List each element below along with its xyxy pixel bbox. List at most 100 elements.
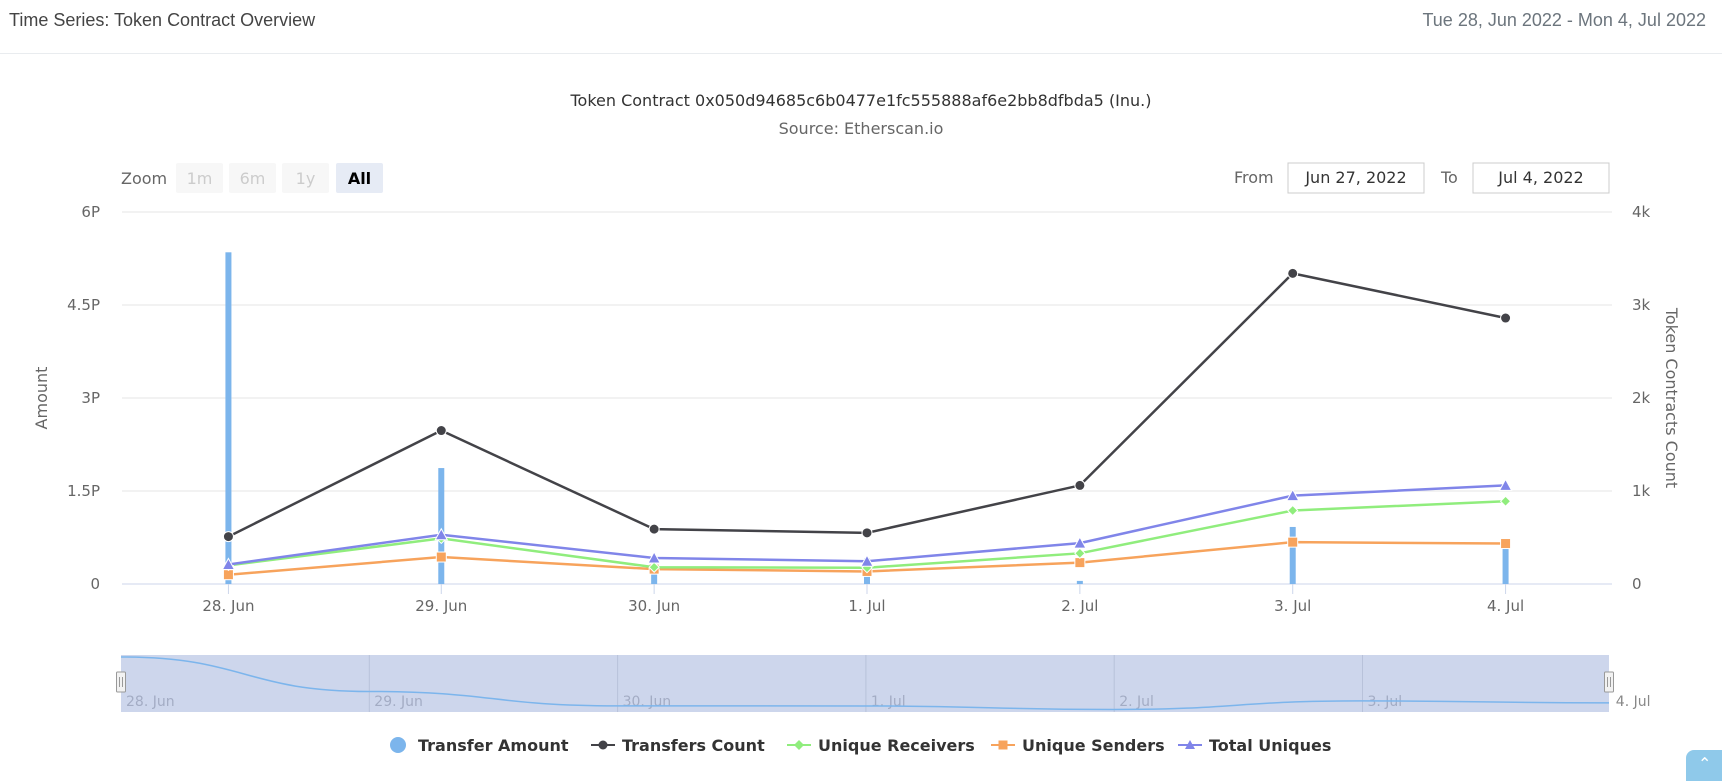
range-from-value: Jun 27, 2022 xyxy=(1304,168,1406,187)
legend-label: Total Uniques xyxy=(1209,736,1331,755)
bar-transfer-amount xyxy=(438,468,445,584)
chevron-up-icon: ⌃ xyxy=(1698,754,1712,773)
point-transfers-count xyxy=(222,531,234,543)
y-right-tick-label: 1k xyxy=(1632,482,1651,500)
legend-marker xyxy=(598,740,608,750)
point-transfers-count xyxy=(1287,267,1299,279)
point-total-uniques xyxy=(434,527,449,541)
point-transfers-count xyxy=(648,523,660,535)
x-tick-label: 4. Jul xyxy=(1487,597,1524,615)
zoom-button-bg[interactable] xyxy=(229,163,276,193)
navigator-handle-body[interactable] xyxy=(116,671,126,693)
y-right-tick-label: 3k xyxy=(1632,296,1651,314)
legend-item-unique-receivers[interactable]: Unique Receivers xyxy=(787,736,975,755)
point-unique-senders xyxy=(1074,557,1086,569)
point-transfers-count xyxy=(1074,479,1086,491)
line-transfers-count xyxy=(227,272,1506,538)
x-tick-label: 1. Jul xyxy=(848,597,885,615)
point-unique-receivers xyxy=(648,561,660,573)
chart-subtitle: Source: Etherscan.io xyxy=(779,119,944,138)
point-unique-receivers xyxy=(1499,495,1512,507)
point-transfers-count xyxy=(861,527,873,539)
range-from-label: From xyxy=(1234,168,1274,187)
navigator-label: 30. Jun xyxy=(623,694,672,710)
navigator-label: 1. Jul xyxy=(871,694,906,710)
navigator-label: 28. Jun xyxy=(126,694,175,710)
legend-item-unique-senders[interactable]: Unique Senders xyxy=(991,736,1165,755)
line-total-uniques xyxy=(228,484,1506,566)
bar-transfer-amount xyxy=(225,252,232,585)
point-total-uniques xyxy=(1073,536,1087,549)
y-right-axis-title: Token Contracts Count xyxy=(1662,307,1681,488)
page-title: Time Series: Token Contract Overview xyxy=(9,10,316,30)
range-from-input[interactable]: Jun 27, 2022 xyxy=(1287,162,1425,194)
bar-transfer-amount xyxy=(1076,580,1083,584)
point-total-uniques xyxy=(1285,488,1300,502)
zoom-label: Zoom xyxy=(121,169,167,188)
zoom-button-All[interactable]: All xyxy=(336,163,383,193)
range-to-input[interactable]: Jul 4, 2022 xyxy=(1472,162,1610,194)
y-right-tick-label: 0 xyxy=(1632,575,1642,593)
point-transfers-count xyxy=(1500,312,1512,324)
point-unique-senders xyxy=(435,551,447,563)
y-right-tick-label: 2k xyxy=(1632,389,1651,407)
legend-label: Unique Receivers xyxy=(818,736,975,755)
y-left-tick-label: 0 xyxy=(90,575,100,593)
zoom-button-bg[interactable] xyxy=(176,163,223,193)
point-total-uniques xyxy=(221,557,236,570)
navigator-handle-body[interactable] xyxy=(1604,671,1614,693)
zoom-button-6m[interactable]: 6m xyxy=(229,163,276,193)
y-left-tick-label: 6P xyxy=(81,203,100,221)
zoom-button-1y[interactable]: 1y xyxy=(282,163,329,193)
point-total-uniques xyxy=(1498,478,1513,491)
legend-item-transfers-count[interactable]: Transfers Count xyxy=(591,736,765,755)
x-tick-label: 2. Jul xyxy=(1061,597,1098,615)
legend-symbol xyxy=(390,737,406,753)
navigator-label: 29. Jun xyxy=(374,694,423,710)
legend-item-transfer-amount[interactable]: Transfer Amount xyxy=(390,736,569,755)
zoom-button-bg[interactable] xyxy=(282,163,329,193)
y-left-axis-title: Amount xyxy=(32,367,51,430)
range-to-value: Jul 4, 2022 xyxy=(1497,168,1583,187)
y-left-tick-label: 4.5P xyxy=(67,296,100,314)
navigator-series-line xyxy=(120,656,1610,711)
y-right-tick-label: 4k xyxy=(1632,203,1651,221)
range-from-box[interactable] xyxy=(1287,162,1425,194)
legend-marker xyxy=(998,740,1008,750)
point-total-uniques xyxy=(647,550,661,564)
point-unique-senders xyxy=(1287,536,1299,548)
range-to-label: To xyxy=(1440,168,1458,187)
zoom-button-label: 1m xyxy=(187,169,213,188)
bar-transfer-amount xyxy=(1502,539,1509,584)
legend-label: Transfer Amount xyxy=(418,736,569,755)
chart-title: Token Contract 0x050d94685c6b0477e1fc555… xyxy=(569,91,1151,110)
zoom-button-label: 6m xyxy=(240,169,266,188)
bar-transfer-amount xyxy=(1289,526,1296,584)
y-left-tick-label: 1.5P xyxy=(67,482,100,500)
point-unique-receivers xyxy=(1287,504,1299,517)
x-tick-label: 30. Jun xyxy=(628,597,680,615)
point-unique-senders xyxy=(1500,538,1512,550)
range-to-box[interactable] xyxy=(1472,162,1610,194)
x-tick-label: 3. Jul xyxy=(1274,597,1311,615)
point-unique-receivers xyxy=(1074,547,1086,560)
x-tick-label: 29. Jun xyxy=(415,597,467,615)
navigator-right-handle[interactable] xyxy=(1604,671,1614,693)
navigator-left-handle[interactable] xyxy=(116,671,126,693)
point-total-uniques xyxy=(860,554,874,567)
date-range-label: Tue 28, Jun 2022 - Mon 4, Jul 2022 xyxy=(1422,10,1706,30)
point-transfers-count xyxy=(435,425,447,437)
y-left-tick-label: 3P xyxy=(81,389,100,407)
navigator-label: 2. Jul xyxy=(1119,694,1154,710)
navigator-label: 4. Jul xyxy=(1616,694,1651,710)
x-tick-label: 28. Jun xyxy=(202,597,254,615)
legend-label: Unique Senders xyxy=(1022,736,1165,755)
zoom-button-1m[interactable]: 1m xyxy=(176,163,223,193)
page-header: Time Series: Token Contract Overview Tue… xyxy=(0,0,1722,54)
zoom-button-bg[interactable] xyxy=(336,163,383,193)
legend-item-total-uniques[interactable]: Total Uniques xyxy=(1178,736,1331,755)
scroll-top-button[interactable]: ⌃ xyxy=(1686,750,1722,781)
legend-label: Transfers Count xyxy=(622,736,765,755)
zoom-button-label: 1y xyxy=(296,169,316,188)
